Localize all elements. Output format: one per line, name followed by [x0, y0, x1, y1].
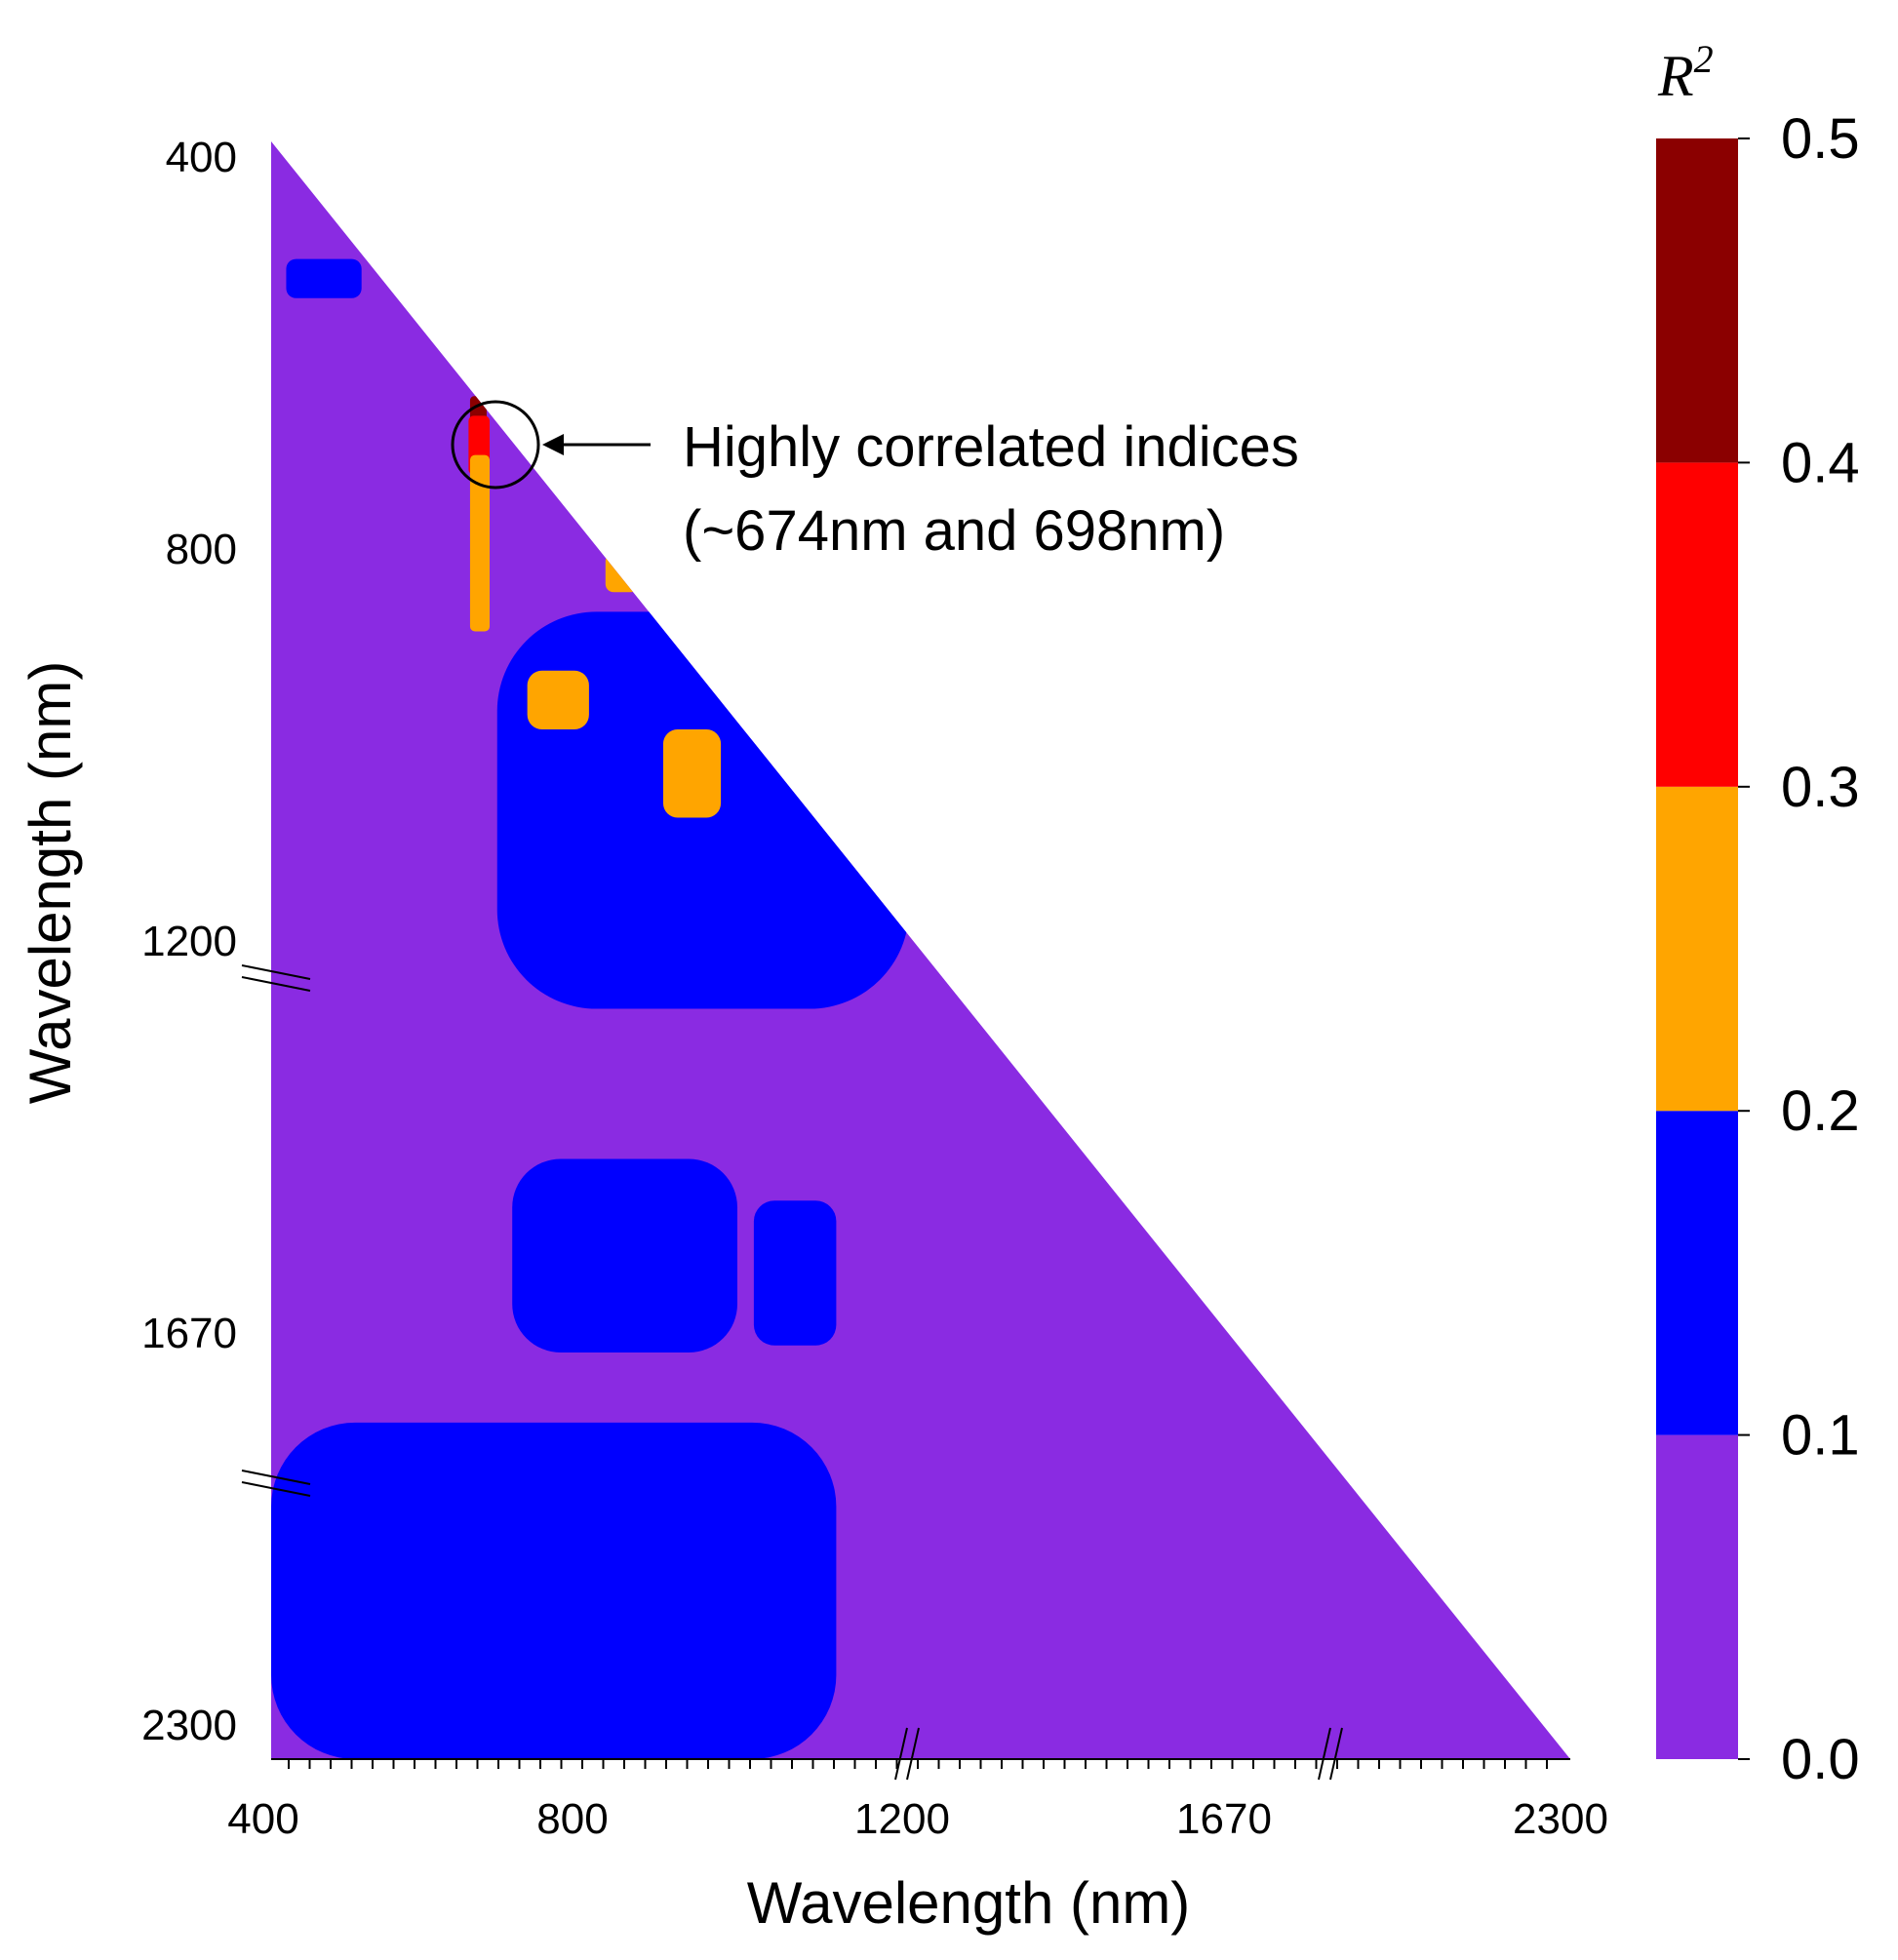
colorbar-tick-label: 0.0 — [1781, 1728, 1860, 1791]
heatmap-region-0.1-0.2 — [753, 1200, 837, 1346]
x-tick-label: 400 — [227, 1795, 298, 1843]
annotation: Highly correlated indices (~674nm and 69… — [451, 400, 1299, 563]
x-tick-label: 800 — [536, 1795, 608, 1843]
colorbar-bin-0.3-0.4 — [1656, 462, 1738, 787]
y-axis-break-marker — [241, 1470, 311, 1497]
y-tick-label: 1200 — [141, 918, 237, 965]
heatmap-region-0.1-0.2 — [286, 258, 362, 298]
colorbar-title: R2 — [1657, 37, 1714, 108]
y-tick-label: 2300 — [141, 1702, 237, 1749]
colorbar-tick-label: 0.2 — [1781, 1079, 1860, 1143]
y-axis-title: Wavelength (nm) — [18, 661, 83, 1105]
colorbar-bins — [1656, 138, 1738, 1759]
y-tick-label: 800 — [166, 526, 237, 573]
heatmap-background-bin — [271, 141, 1570, 1759]
x-axis-title: Wavelength (nm) — [747, 1870, 1191, 1936]
heatmap-region-0.1-0.2 — [512, 1158, 737, 1352]
colorbar: 0.0 0.1 0.2 0.3 0.4 0.5 R2 — [1656, 37, 1860, 1791]
colorbar-tick-label: 0.1 — [1781, 1404, 1860, 1468]
y-axis: 400 800 1200 1670 2300 Wavelength (nm) — [18, 134, 311, 1749]
x-axis: 400 800 1200 1670 2300 Wavelength (nm) — [227, 1727, 1608, 1936]
heatmap-region-0.1-0.2 — [271, 1422, 837, 1759]
annotation-text-line1: Highly correlated indices — [683, 415, 1299, 479]
colorbar-bin-0.1-0.2 — [1656, 1111, 1738, 1435]
annotation-circle — [451, 400, 540, 490]
heatmap-region-0.2-0.3 — [527, 670, 589, 729]
colorbar-tick-label: 0.4 — [1781, 431, 1860, 494]
y-tick-label: 400 — [166, 134, 237, 181]
y-tick-label: 1670 — [141, 1310, 237, 1357]
x-tick-label: 2300 — [1513, 1795, 1608, 1843]
heatmap-region-0.2-0.3 — [605, 553, 639, 593]
colorbar-ticks: 0.0 0.1 0.2 0.3 0.4 0.5 — [1738, 107, 1860, 1791]
x-tick-label: 1670 — [1176, 1795, 1272, 1843]
annotation-arrowhead — [542, 434, 564, 455]
colorbar-tick-label: 0.5 — [1781, 107, 1860, 171]
heatmap-region-0.2-0.3 — [469, 454, 491, 632]
y-axis-break-marker — [241, 964, 311, 992]
colorbar-bin-0.2-0.3 — [1656, 786, 1738, 1112]
x-axis-break-marker — [1318, 1727, 1343, 1781]
colorbar-bin-0-0.1 — [1656, 1434, 1738, 1759]
colorbar-title-superscript: 2 — [1694, 37, 1714, 81]
x-tick-label: 1200 — [854, 1795, 950, 1843]
x-axis-break-marker — [894, 1727, 920, 1781]
colorbar-title-base: R — [1657, 44, 1694, 108]
heatmap-plot-area — [271, 141, 1570, 1759]
annotation-text-line2: (~674nm and 698nm) — [683, 499, 1225, 563]
heatmap-region-0.2-0.3 — [662, 729, 722, 818]
colorbar-bin-0.4-0.5 — [1656, 138, 1738, 463]
colorbar-tick-label: 0.3 — [1781, 756, 1860, 819]
x-minor-ticks — [288, 1759, 1548, 1769]
